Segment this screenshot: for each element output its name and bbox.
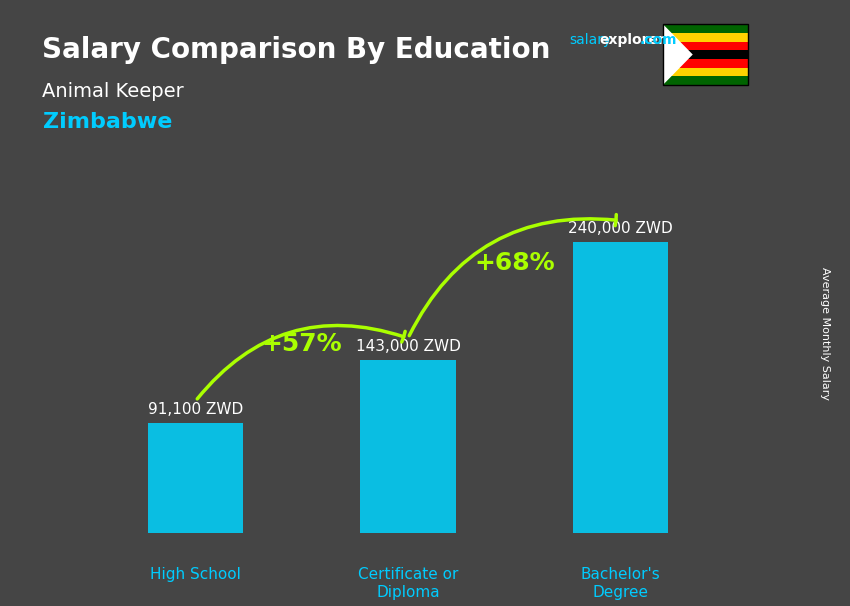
Text: Bachelor's
Degree: Bachelor's Degree [581,567,660,599]
Text: +57%: +57% [262,332,342,356]
Text: Salary Comparison By Education: Salary Comparison By Education [42,36,551,64]
Text: 91,100 ZWD: 91,100 ZWD [148,402,243,417]
Text: Certificate or
Diploma: Certificate or Diploma [358,567,458,599]
Bar [663,59,748,67]
Text: salary: salary [570,33,612,47]
Text: explorer: explorer [599,33,665,47]
Bar [663,42,748,50]
Text: 143,000 ZWD: 143,000 ZWD [355,339,461,354]
Bar [663,67,748,76]
Bar [573,242,668,533]
Polygon shape [663,24,693,85]
Bar [663,33,748,42]
Text: .com: .com [640,33,677,47]
Text: Animal Keeper: Animal Keeper [42,82,184,101]
Bar [663,24,748,33]
Text: Average Monthly Salary: Average Monthly Salary [819,267,830,400]
Text: +68%: +68% [474,251,554,275]
Text: Zimbabwe: Zimbabwe [42,112,172,132]
Bar [663,50,748,59]
Bar [148,423,243,533]
Text: 240,000 ZWD: 240,000 ZWD [568,221,673,236]
Text: High School: High School [150,567,241,582]
Bar [360,360,456,533]
Bar [663,76,748,85]
